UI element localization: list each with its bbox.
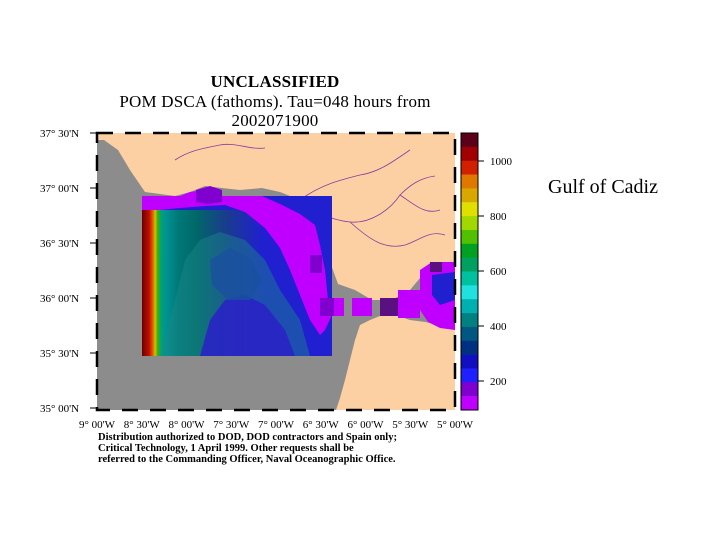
distribution-note: Distribution authorized to DOD, DOD cont… — [98, 432, 438, 465]
note-line: referred to the Commanding Officer, Nava… — [98, 454, 396, 465]
latitude-label: 35° 00'N — [40, 403, 79, 415]
map-frame — [95, 131, 457, 412]
map-title-date: 2002071900 — [231, 111, 319, 130]
colorbar-label: 600 — [490, 266, 507, 278]
colorbar-swatch — [461, 313, 478, 328]
mid-slope — [210, 248, 262, 300]
colorbar-swatch — [461, 354, 478, 369]
colorbar-label: 400 — [490, 321, 507, 333]
colorbar-swatch — [461, 216, 478, 231]
colorbar-swatch — [461, 160, 478, 175]
latitude-label: 37° 30'N — [40, 128, 79, 140]
colorbar-swatch — [461, 188, 478, 203]
strait-cells — [320, 290, 420, 318]
longitude-label: 7° 30'W — [213, 419, 250, 431]
colorbar-label: 1000 — [490, 156, 513, 168]
colorbar-swatch — [461, 133, 478, 148]
coastal-strip-dark — [196, 186, 222, 204]
note-line: Distribution authorized to DOD, DOD cont… — [98, 432, 397, 443]
region-label: Gulf of Cadiz — [548, 176, 658, 198]
latitude-label: 36° 30'N — [40, 238, 79, 250]
colorbar-swatch — [461, 202, 478, 217]
colorbar-label: 200 — [490, 376, 507, 388]
colorbar-swatch — [461, 326, 478, 342]
alboran-cell — [430, 262, 442, 272]
longitude-label: 5° 30'W — [392, 419, 429, 431]
colorbar-swatch — [461, 368, 478, 383]
alboran-deep — [432, 272, 455, 305]
colorbar-swatch — [461, 382, 478, 397]
longitude-label: 8° 30'W — [124, 419, 161, 431]
colorbar-swatch — [461, 243, 478, 258]
map-title: POM DSCA (fathoms). Tau=048 hours from — [119, 92, 431, 111]
classification-label: UNCLASSIFIED — [210, 72, 340, 91]
colorbar-swatch — [461, 271, 478, 286]
land-morocco — [336, 315, 455, 410]
longitude-label: 8° 00'W — [168, 419, 205, 431]
colorbar-swatch — [461, 174, 478, 189]
coastal-strip — [142, 190, 332, 335]
colorbar-swatch — [461, 146, 478, 161]
longitude-label: 6° 30'W — [303, 419, 340, 431]
latitude-label: 37° 00'N — [40, 183, 79, 195]
coastal-cell — [310, 255, 322, 273]
latitude-label: 35° 30'N — [40, 348, 79, 360]
coastal-cell — [312, 336, 328, 356]
colorbar-swatch — [461, 299, 478, 314]
colorbar-swatch — [461, 257, 478, 272]
note-line: Critical Technology, 1 April 1999. Other… — [98, 443, 354, 454]
longitude-label: 5° 00'W — [437, 419, 474, 431]
colorbar-swatch — [461, 229, 478, 245]
deep-basin — [200, 295, 295, 356]
colorbar-swatch — [461, 396, 478, 411]
longitude-label: 9° 00'W — [79, 419, 116, 431]
colorbar-swatch — [461, 340, 478, 355]
latitude-label: 36° 00'N — [40, 293, 79, 305]
longitude-label: 6° 00'W — [347, 419, 384, 431]
longitude-label: 7° 00'W — [258, 419, 295, 431]
land-iberia — [97, 133, 455, 300]
colorbar-swatch — [461, 285, 478, 300]
colorbar-label: 800 — [490, 211, 507, 223]
